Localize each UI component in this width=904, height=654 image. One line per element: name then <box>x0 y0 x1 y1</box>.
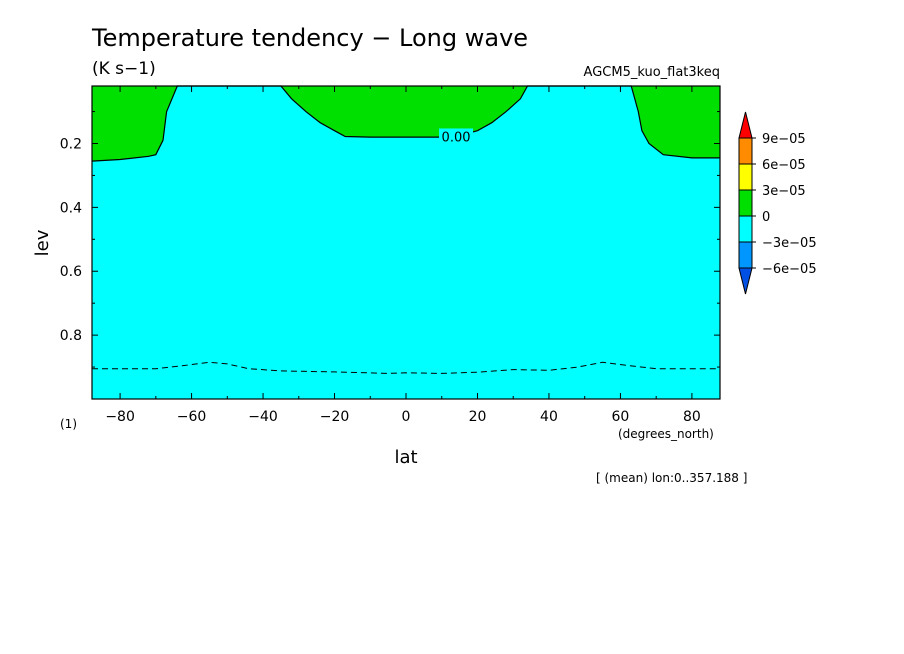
y-tick-label: 0.6 <box>60 264 82 280</box>
colorbar-bin <box>738 241 753 269</box>
positive-fill-region <box>92 86 720 162</box>
colorbar-label: 6e−05 <box>762 158 806 173</box>
negative-fill-region <box>92 86 720 399</box>
colorbar-label: 3e−05 <box>762 184 806 199</box>
x-tick-label: 0 <box>402 409 411 425</box>
y-tick-label: 0.2 <box>60 136 82 152</box>
y-axis-units: (1) <box>60 417 77 431</box>
x-axis-label: lat <box>394 447 417 468</box>
chart-units: (K s−1) <box>92 59 156 79</box>
x-tick-label: 40 <box>540 409 558 425</box>
x-axis: −80 −60 −40 −20 0 20 40 60 80 <box>105 86 701 425</box>
colorbar-label: −6e−05 <box>762 262 817 277</box>
zero-contour-line <box>91 85 720 162</box>
negative-contour-line <box>92 361 720 374</box>
colorbar-legend: 9e−05 6e−05 3e−05 0 −3e−05 −6e−05 <box>738 111 817 295</box>
x-tick-label: −60 <box>177 409 207 425</box>
colorbar-bin <box>738 189 753 217</box>
colorbar-overflow-low <box>738 267 753 295</box>
y-axis-label: lev <box>32 229 53 256</box>
contour-label-background <box>439 128 474 143</box>
colorbar-label: −3e−05 <box>762 236 817 251</box>
contour-label: 0.00 <box>442 130 471 145</box>
x-tick-label: 20 <box>469 409 487 425</box>
colorbar-overflow-high <box>738 111 753 139</box>
colorbar-label: 9e−05 <box>762 132 806 147</box>
x-axis-units: (degrees_north) <box>618 427 714 441</box>
x-tick-label: −20 <box>320 409 350 425</box>
y-tick-label: 0.8 <box>60 328 82 344</box>
colorbar-bin <box>738 137 753 165</box>
colorbar-bin <box>738 163 753 191</box>
x-tick-label: −80 <box>105 409 135 425</box>
footnote: [ (mean) lon:0..357.188 ] <box>596 471 747 485</box>
colorbar-label: 0 <box>762 210 770 225</box>
plot-area: 0.00 <box>91 85 721 400</box>
y-tick-label: 0.4 <box>60 200 82 216</box>
chart-title: Temperature tendency − Long wave <box>91 24 528 52</box>
x-tick-label: 60 <box>612 409 630 425</box>
x-tick-label: 80 <box>683 409 701 425</box>
y-axis: 0.2 0.4 0.6 0.8 <box>60 111 720 368</box>
x-tick-label: −40 <box>248 409 278 425</box>
colorbar-bin <box>738 215 753 243</box>
run-name: AGCM5_kuo_flat3keq <box>584 65 720 80</box>
